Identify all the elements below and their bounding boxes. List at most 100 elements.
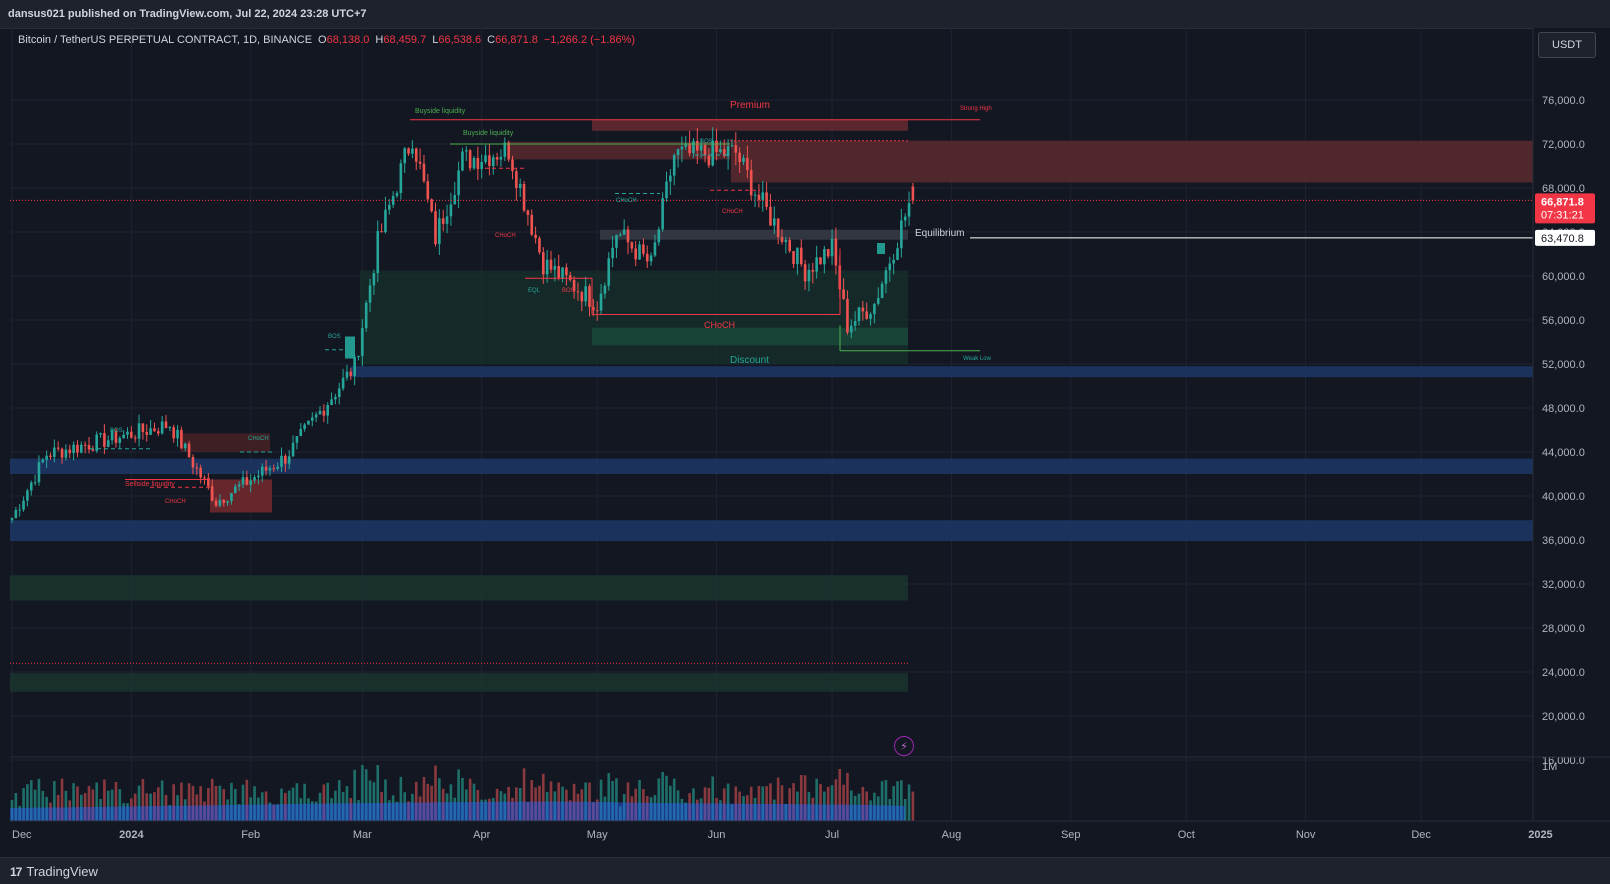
last-price-tag	[1535, 193, 1595, 224]
volume-bar	[364, 769, 368, 821]
discount-zone	[360, 270, 908, 364]
volume-bar	[857, 793, 861, 821]
price-tick-label: 44,000.0	[1542, 447, 1585, 459]
candle-body	[619, 234, 622, 236]
candle-body	[53, 447, 56, 457]
volume-bar	[260, 792, 264, 821]
volume-bar	[638, 779, 641, 821]
volume-bar	[711, 776, 714, 821]
candle-body	[484, 155, 487, 162]
volume-bar	[850, 790, 853, 821]
candle-body	[549, 259, 553, 270]
lightning-icon[interactable]: ⚡	[894, 736, 914, 756]
volume-bar	[64, 790, 68, 821]
candle-body	[222, 499, 226, 503]
candle-body	[884, 270, 888, 284]
volume-bar	[103, 779, 106, 821]
candle-body	[788, 240, 791, 252]
candle-body	[503, 142, 507, 157]
candle-body	[403, 148, 406, 164]
volume-bar	[896, 781, 899, 821]
candle-body	[160, 421, 164, 434]
volume-bar	[796, 791, 799, 821]
volume-bar	[619, 806, 622, 821]
candle-body	[237, 484, 241, 487]
candle-body	[391, 195, 395, 205]
discount-label: Discount	[730, 355, 769, 366]
price-tick-label: 68,000.0	[1542, 183, 1585, 195]
zone-green	[10, 575, 908, 601]
volume-bar	[99, 798, 102, 821]
volume-bar	[426, 783, 430, 821]
change-value: −1,266.2 (−1.86%)	[543, 34, 636, 46]
candle-body	[268, 468, 272, 471]
volume-bar	[391, 795, 395, 821]
order-block-red	[510, 141, 730, 160]
candle-body	[418, 161, 422, 164]
volume-bar	[207, 788, 210, 821]
candle-body	[846, 298, 849, 333]
candle-body	[592, 307, 595, 311]
zone-blue	[350, 366, 1533, 378]
volume-bar	[334, 790, 337, 821]
candle-body	[149, 428, 152, 435]
candle-body	[245, 477, 249, 485]
zone-blue	[10, 458, 1533, 474]
volume-bar	[445, 793, 449, 821]
volume-bar	[441, 788, 445, 821]
candle-body	[688, 143, 691, 154]
volume-bar	[499, 791, 503, 821]
zone-blue	[10, 520, 1533, 542]
volume-bar	[819, 784, 822, 821]
candle-body	[461, 151, 464, 171]
volume-bar	[726, 783, 730, 821]
candle-body	[226, 501, 229, 503]
candle-body	[330, 399, 333, 406]
zone-green	[10, 673, 908, 692]
candle-body	[638, 244, 641, 260]
candle-body	[784, 240, 788, 243]
candle-body	[180, 429, 183, 449]
volume-bar	[507, 786, 510, 821]
volume-bar	[476, 789, 480, 821]
volume-bar	[345, 786, 349, 821]
bos-label: BOS	[562, 288, 575, 294]
time-tick-label: Aug	[942, 829, 962, 841]
order-block-red	[180, 433, 270, 452]
price-tick-label: 24,000.0	[1542, 667, 1585, 679]
candle-body	[83, 444, 87, 446]
volume-bar	[372, 782, 376, 821]
currency-button[interactable]: USDT	[1538, 32, 1596, 58]
volume-bar	[430, 785, 433, 821]
volume-bar	[272, 804, 276, 821]
candle-body	[780, 236, 784, 243]
candle-body	[611, 247, 614, 259]
choch-label: CHoCH	[495, 233, 516, 239]
volume-bar	[699, 798, 703, 821]
volume-bar	[422, 777, 426, 821]
volume-bar	[680, 798, 684, 821]
volume-bar	[157, 787, 160, 821]
candle-body	[907, 203, 911, 217]
candle-body	[746, 157, 749, 170]
candle-body	[388, 204, 391, 210]
equilibrium-price-tag	[1535, 229, 1595, 246]
volume-bar	[29, 780, 33, 821]
candle-body	[807, 269, 811, 282]
candle-body	[522, 184, 526, 211]
volume-bar	[234, 789, 237, 821]
volume-bar	[465, 789, 468, 821]
volume-bar	[153, 792, 156, 821]
volume-bar	[576, 793, 580, 821]
candle-body	[757, 194, 761, 200]
candle-body	[580, 292, 584, 302]
volume-bar	[287, 790, 291, 821]
volume-bar	[110, 789, 114, 821]
volume-bar	[611, 780, 614, 821]
tradingview-logo[interactable]: 17 TradingView	[10, 864, 98, 879]
volume-bar	[645, 796, 649, 821]
volume-ma-band	[10, 801, 905, 821]
candle-body	[696, 140, 699, 151]
volume-bar	[330, 798, 333, 821]
